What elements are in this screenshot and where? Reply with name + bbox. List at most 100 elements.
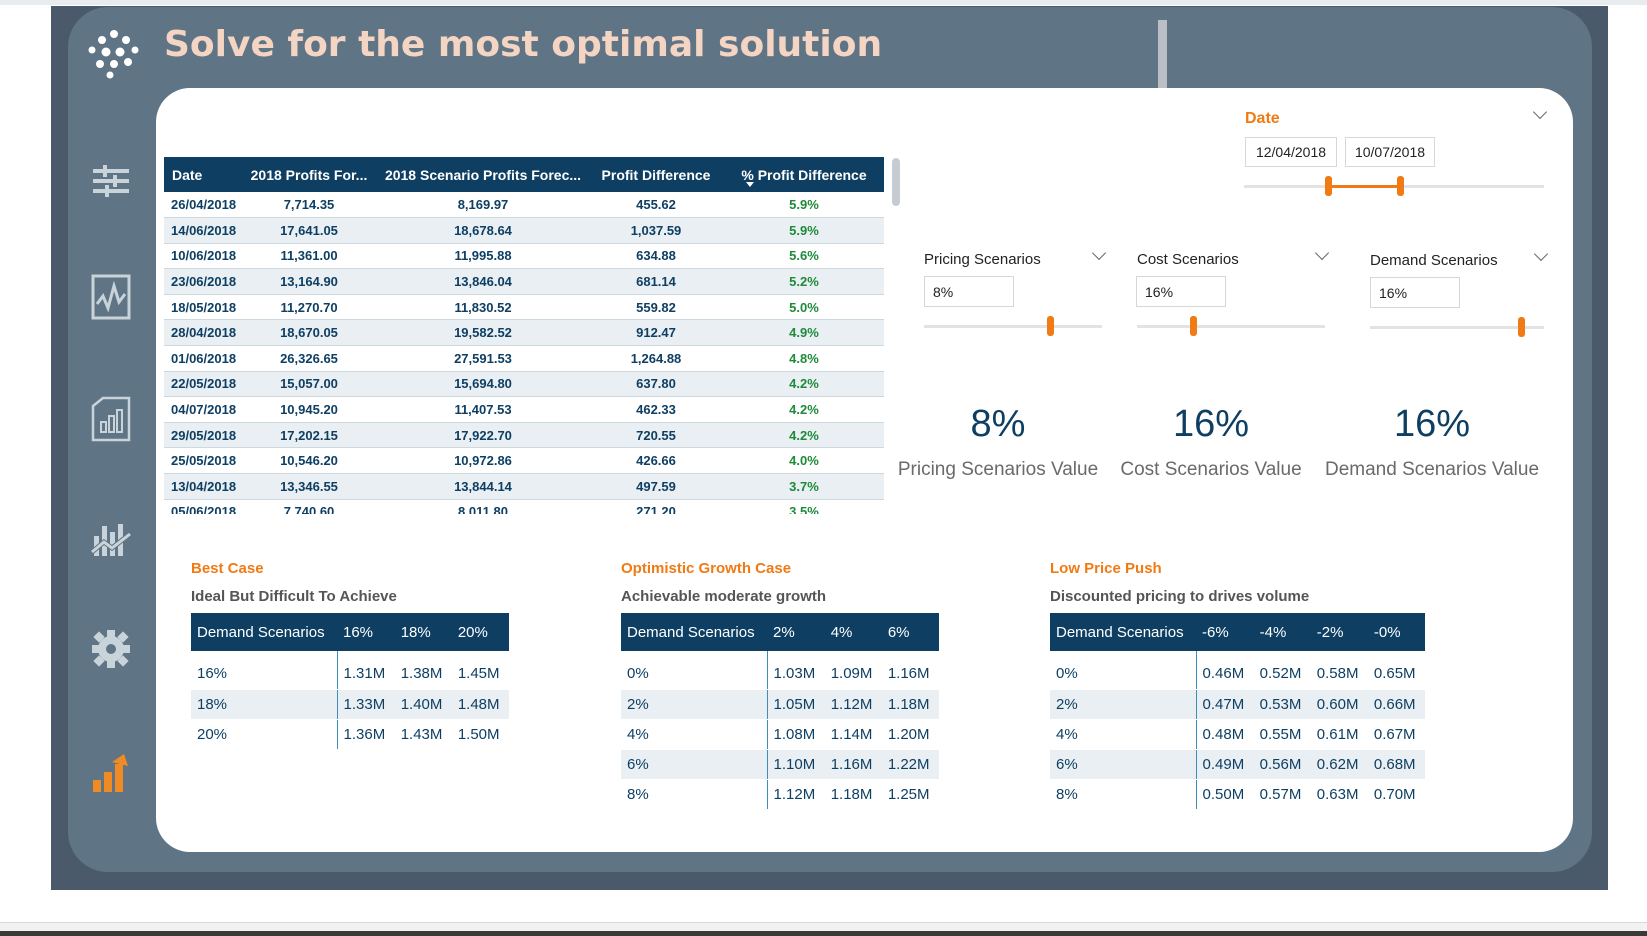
matrix-cell: 0.58M [1310, 651, 1368, 690]
value-cell: 27,591.53 [378, 345, 588, 372]
matrix-cell: 0.67M [1367, 719, 1425, 750]
table-row[interactable]: 23/06/2018 13,164.90 13,846.04 681.14 5.2% [164, 268, 884, 295]
demand-scenarios-field[interactable]: 16% [1370, 277, 1460, 308]
value-cell: 18,670.05 [240, 319, 378, 347]
matrix-col-header: 20% [451, 613, 509, 651]
matrix-col-header: -6% [1196, 613, 1254, 651]
matrix-cell: 1.38M [394, 651, 452, 690]
gear-icon[interactable] [86, 624, 136, 674]
date-cell: 13/04/2018 [164, 473, 240, 500]
page-title: Solve for the most optimal solution [164, 24, 883, 65]
value-cell: 1,037.59 [588, 217, 724, 244]
matrix-cell: 1.12M [824, 689, 882, 720]
table-row[interactable]: 14/06/2018 17,641.05 18,678.64 1,037.59 5.9% [164, 217, 884, 244]
demand-slider-handle[interactable] [1518, 317, 1526, 337]
table-row[interactable]: 29/05/2018 17,202.15 17,922.70 720.55 4.2% [164, 422, 884, 449]
table-row[interactable]: 25/05/2018 10,546.20 10,972.86 426.66 4.0% [164, 447, 884, 475]
filter-icon[interactable] [86, 156, 136, 206]
matrix-row-header: 18% [191, 689, 338, 720]
matrix-cell: 0.55M [1253, 719, 1311, 750]
value-cell: 8,011.80 [378, 499, 588, 514]
matrix-cell: 1.09M [824, 651, 882, 690]
col-pct-profit-difference[interactable]: % Profit Difference [724, 157, 884, 192]
value-cell: 15,057.00 [240, 371, 378, 398]
table-row[interactable]: 10/06/2018 11,361.00 11,995.88 634.88 5.6% [164, 243, 884, 270]
date-end-field[interactable]: 10/07/2018 [1345, 137, 1435, 167]
table-row[interactable]: 01/06/2018 26,326.65 27,591.53 1,264.88 4.8% [164, 345, 884, 372]
date-cell: 14/06/2018 [164, 217, 240, 244]
matrix-row-header: 4% [1050, 719, 1197, 750]
table-row[interactable]: 28/04/2018 18,670.05 19,582.52 912.47 4.9% [164, 319, 884, 347]
value-cell: 18,678.64 [378, 217, 588, 244]
growth-bar-icon[interactable] [86, 748, 136, 798]
matrix-col-header: 2% [767, 613, 825, 651]
matrix-cell: 1.14M [824, 719, 882, 750]
matrix-col-header: 4% [824, 613, 882, 651]
table-row[interactable]: 18/05/2018 11,270.70 11,830.52 559.82 5.0% [164, 294, 884, 321]
value-cell: 11,995.88 [378, 243, 588, 270]
matrix-cell: 0.68M [1367, 749, 1425, 780]
table-row[interactable]: 22/05/2018 15,057.00 15,694.80 637.80 4.2% [164, 371, 884, 398]
matrix-cell: 0.63M [1310, 779, 1368, 810]
table-scrollbar[interactable] [892, 158, 900, 206]
matrix-row: 16% 1.31M 1.38M 1.45M [191, 651, 509, 690]
cost-slider-handle[interactable] [1190, 316, 1198, 336]
pricing-kpi-label: Pricing Scenarios Value [897, 459, 1099, 480]
pct-cell: 4.8% [724, 345, 884, 372]
cost-slider-track[interactable] [1137, 325, 1325, 328]
matrix-row: 18% 1.33M 1.40M 1.48M [191, 689, 509, 720]
matrix-row: 20% 1.36M 1.43M 1.50M [191, 719, 509, 750]
matrix-cell: 1.45M [451, 651, 509, 690]
date-slider-start-handle[interactable] [1325, 176, 1332, 196]
value-cell: 15,694.80 [378, 371, 588, 398]
pricing-slider-track[interactable] [924, 325, 1102, 328]
value-cell: 11,407.53 [378, 396, 588, 423]
pricing-scenarios-field[interactable]: 8% [924, 276, 1014, 307]
date-slider-range [1328, 185, 1400, 188]
matrix-cell: 1.20M [881, 719, 939, 750]
value-cell: 634.88 [588, 243, 724, 270]
table-row[interactable]: 26/04/2018 7,714.35 8,169.97 455.62 5.9% [164, 192, 884, 219]
matrix-cell: 1.03M [767, 651, 825, 690]
matrix-cell: 0.52M [1253, 651, 1311, 690]
cost-scenarios-label: Cost Scenarios [1137, 251, 1239, 268]
table-row[interactable]: 05/06/2018 7,740.60 8,011.80 271.20 3.5% [164, 499, 884, 514]
line-chart-icon[interactable] [86, 272, 136, 322]
matrix-row: 8% 1.12M 1.18M 1.25M [621, 779, 939, 810]
trend-chart-icon[interactable] [86, 512, 136, 562]
date-cell: 18/05/2018 [164, 294, 240, 321]
value-cell: 1,264.88 [588, 345, 724, 372]
sort-descending-icon[interactable] [746, 182, 754, 187]
date-cell: 22/05/2018 [164, 371, 240, 398]
matrix-cell: 0.47M [1196, 689, 1254, 720]
matrix-row: 6% 1.10M 1.16M 1.22M [621, 749, 939, 780]
matrix-cell: 1.12M [767, 779, 825, 810]
table-row[interactable]: 13/04/2018 13,346.55 13,844.14 497.59 3.7% [164, 473, 884, 500]
date-slider-end-handle[interactable] [1397, 176, 1404, 196]
optimistic-growth-title: Optimistic Growth Case [621, 560, 792, 577]
pct-cell: 4.2% [724, 422, 884, 449]
matrix-cell: 1.22M [881, 749, 939, 780]
page-scrollbar[interactable] [1158, 20, 1167, 92]
report-icon[interactable] [86, 394, 136, 444]
pricing-scenarios-label: Pricing Scenarios [924, 251, 1041, 268]
col-scenario-profits[interactable]: 2018 Scenario Profits Forec... [378, 157, 588, 192]
table-row[interactable]: 04/07/2018 10,945.20 11,407.53 462.33 4.2% [164, 396, 884, 423]
value-cell: 8,169.97 [378, 192, 588, 219]
cost-scenarios-field[interactable]: 16% [1136, 276, 1226, 307]
col-profit-difference[interactable]: Profit Difference [588, 157, 724, 192]
col-date[interactable]: Date [164, 157, 240, 192]
pct-cell: 4.2% [724, 396, 884, 423]
col-profits-forecast[interactable]: 2018 Profits For... [240, 157, 378, 192]
date-start-field[interactable]: 12/04/2018 [1245, 137, 1337, 167]
matrix-row-header: 4% [621, 719, 768, 750]
pct-cell: 4.0% [724, 447, 884, 475]
matrix-col-header: 18% [394, 613, 452, 651]
matrix-row-header: 16% [191, 651, 338, 690]
demand-slider-track[interactable] [1370, 326, 1544, 329]
pricing-slider-handle[interactable] [1047, 316, 1055, 336]
date-cell: 05/06/2018 [164, 499, 240, 514]
value-cell: 426.66 [588, 447, 724, 475]
demand-kpi-value: 16% [1393, 403, 1471, 445]
pct-cell: 5.0% [724, 294, 884, 321]
